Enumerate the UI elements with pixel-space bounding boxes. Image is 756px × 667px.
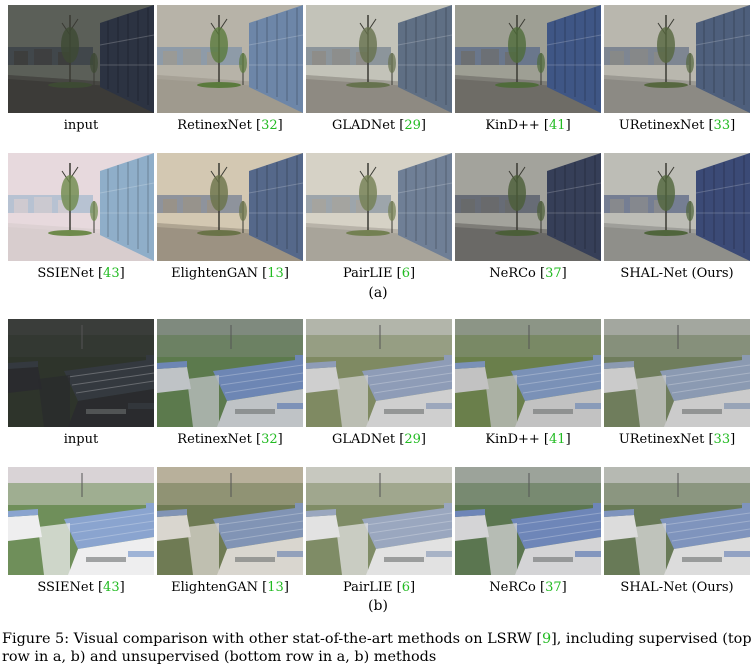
citation-link[interactable]: 29 [404,118,421,133]
panel-a-row1-image-5 [604,5,750,113]
method-label: URetinexNet [33] [618,118,736,133]
panel-b-row2-image-4 [455,467,601,575]
method-name: GLADNet [332,432,396,447]
citation-link[interactable]: 6 [401,266,410,281]
panel-b-row2-image-1 [8,467,154,575]
panel-a-row2-image-2 [157,153,303,261]
panel-a-row2-image-1 [8,153,154,261]
method-name: PairLIE [342,266,393,281]
method-name: KinD++ [485,118,540,133]
panel-b-row2-image-2 [157,467,303,575]
method-name: NeRCo [489,266,536,281]
method-label: SHAL-Net (Ours) [604,266,750,282]
citation-link[interactable]: 6 [401,580,410,595]
method-name: input [63,118,99,133]
panel-b-row1-image-1 [8,319,154,427]
panel-b-row2-image-3 [306,467,452,575]
citation-link[interactable]: 13 [267,580,284,595]
method-name: ElightenGAN [171,266,259,281]
panel-b-row1-image-2 [157,319,303,427]
method-label: GLADNet [29] [332,432,426,447]
method-label: KinD++ [41] [485,118,571,133]
citation-link[interactable]: 13 [267,266,284,281]
method-name: RetinexNet [177,432,252,447]
subfigure-label: (b) [368,598,388,614]
citation-link[interactable]: 32 [261,118,278,133]
citation-link[interactable]: 37 [545,580,562,595]
citation-link[interactable]: 43 [103,266,120,281]
panel-a-row2-image-3 [306,153,452,261]
panel-a-row1-image-1 [8,5,154,113]
citation-link[interactable]: 29 [404,432,421,447]
panel-b-row1-image-3 [306,319,452,427]
method-name: ElightenGAN [171,580,259,595]
method-label: NeRCo [37] [489,580,567,595]
method-name: SHAL-Net (Ours) [620,266,734,281]
panel-a-row2-image-5 [604,153,750,261]
method-name: SSIENet [37,266,94,281]
citation-link[interactable]: 43 [103,580,120,595]
panel-b-row1-image-5 [604,319,750,427]
panel-b-row2-image-5 [604,467,750,575]
method-label: SHAL-Net (Ours) [604,580,750,596]
method-label: GLADNet [29] [332,118,426,133]
method-name: GLADNet [332,118,396,133]
method-label: ElightenGAN [13] [171,580,289,595]
method-name: SHAL-Net (Ours) [620,580,734,595]
panel-a-row2-image-4 [455,153,601,261]
method-name: SSIENet [37,580,94,595]
method-name: NeRCo [489,580,536,595]
panel-a-row1-image-4 [455,5,601,113]
citation-link[interactable]: 33 [713,432,731,447]
method-label: input [8,118,154,134]
method-label: NeRCo [37] [489,266,567,281]
citation-link[interactable]: 33 [713,118,731,133]
panel-a-row1-image-2 [157,5,303,113]
method-label: RetinexNet [32] [177,118,283,133]
citation-link[interactable]: 41 [549,432,566,447]
subfigure-label: (a) [368,285,388,301]
method-label: KinD++ [41] [485,432,571,447]
caption-citation[interactable]: 9 [541,631,552,647]
method-name: KinD++ [485,432,540,447]
method-label: input [8,432,154,448]
method-label: PairLIE [6] [342,266,416,281]
citation-link[interactable]: 32 [261,432,278,447]
method-name: URetinexNet [618,118,705,133]
method-label: URetinexNet [33] [618,432,736,447]
figure-caption: Figure 5: Visual comparison with other s… [2,631,752,665]
method-name: RetinexNet [177,118,252,133]
method-label: RetinexNet [32] [177,432,283,447]
method-label: PairLIE [6] [342,580,416,595]
method-name: PairLIE [342,580,393,595]
method-label: SSIENet [43] [37,580,125,595]
panel-a-row1-image-3 [306,5,452,113]
citation-link[interactable]: 41 [549,118,566,133]
method-name: input [63,432,99,447]
citation-link[interactable]: 37 [545,266,562,281]
panel-b-row1-image-4 [455,319,601,427]
method-label: ElightenGAN [13] [171,266,289,281]
method-label: SSIENet [43] [37,266,125,281]
method-name: URetinexNet [618,432,705,447]
